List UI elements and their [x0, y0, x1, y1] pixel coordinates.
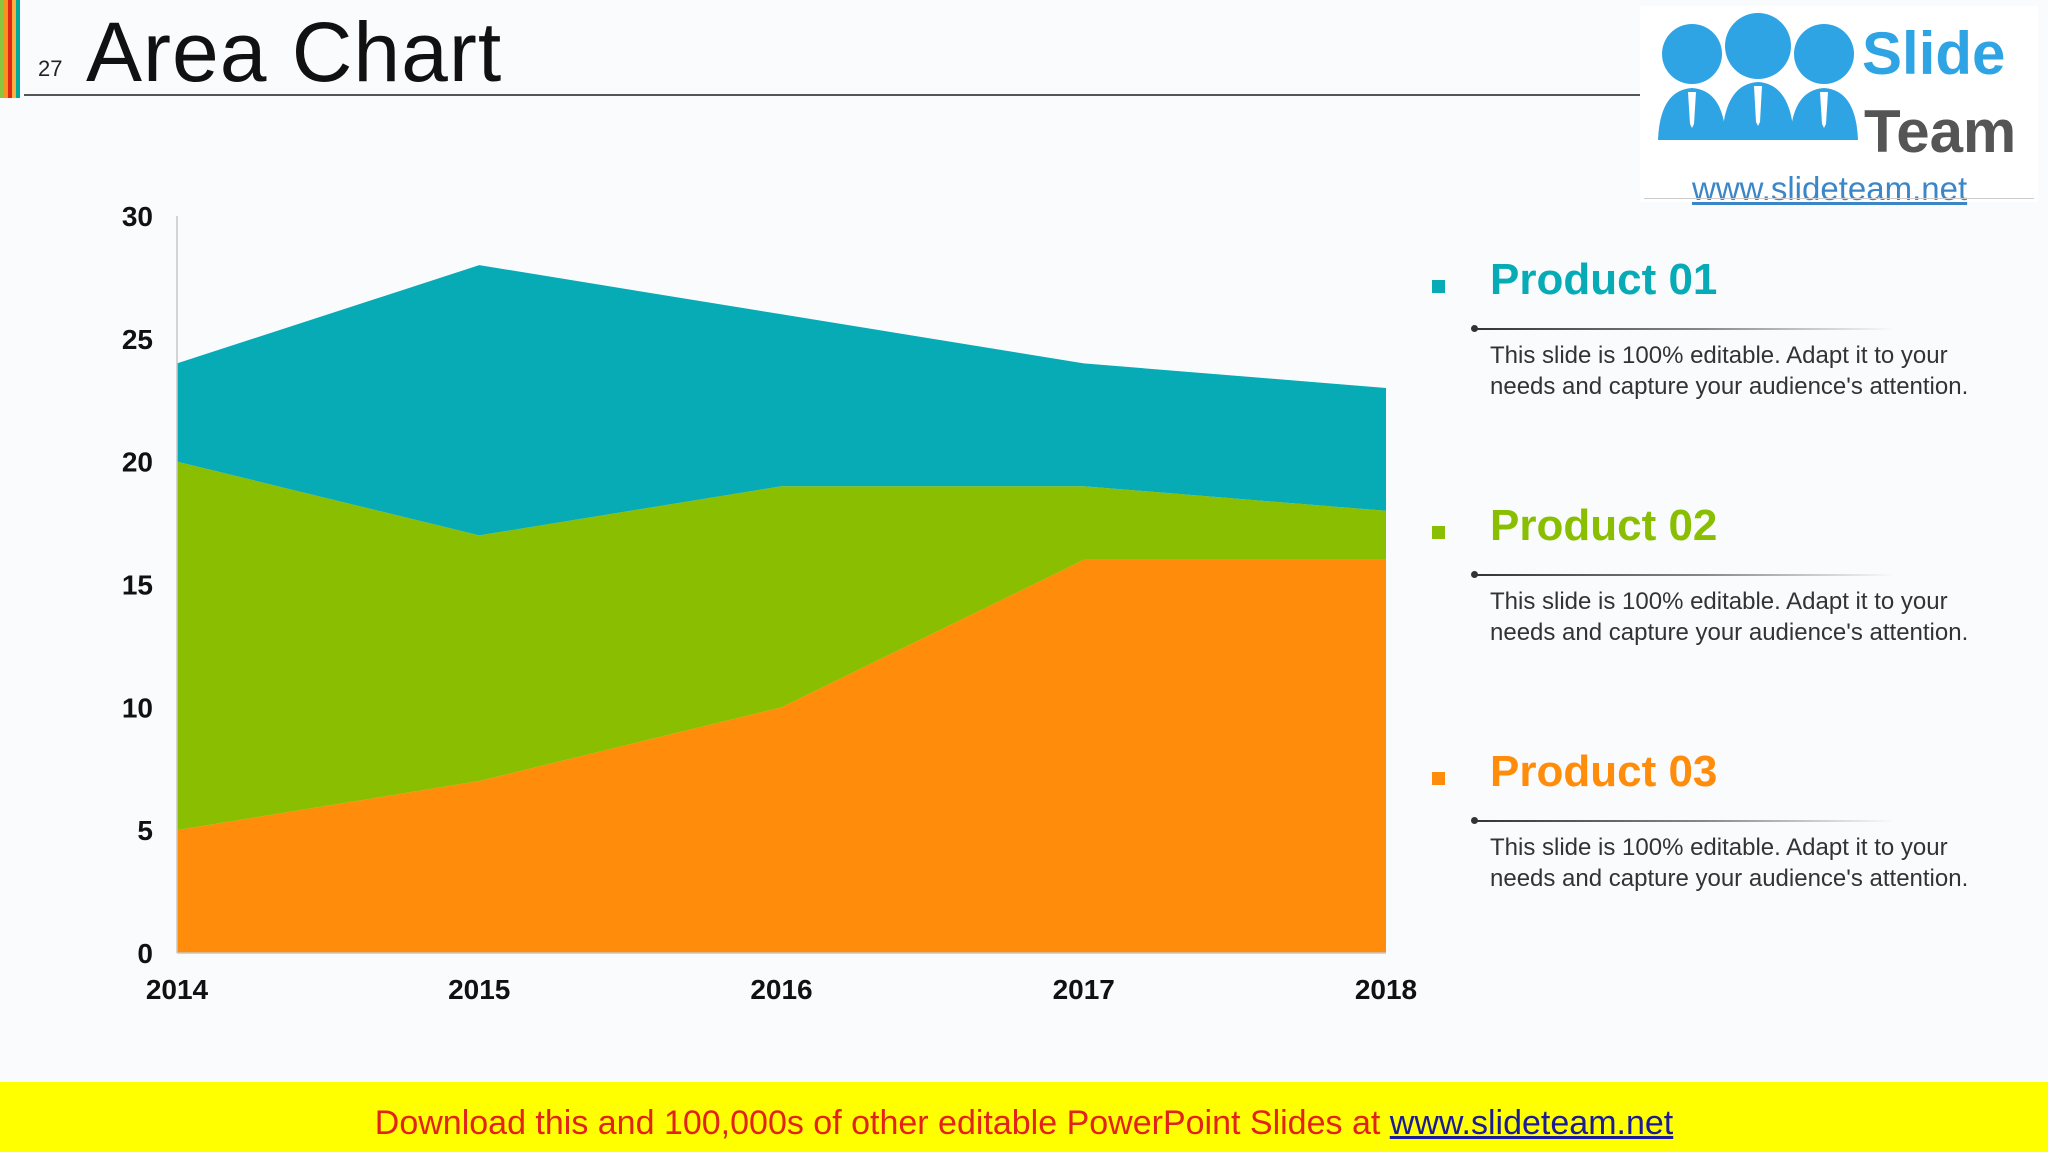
y-tick-label: 30: [122, 201, 153, 232]
legend-marker-icon: [1432, 772, 1445, 785]
x-tick-label: 2014: [146, 974, 209, 1005]
area-chart: 0 5 10 15 20 25 30 2014 2015 2016 2017 2018: [122, 201, 1417, 1005]
y-tick-label: 15: [122, 570, 153, 601]
x-tick-label: 2015: [448, 974, 510, 1005]
slide-number: 27: [38, 56, 63, 81]
download-banner-message: Download this and 100,000s of other edit…: [374, 1104, 1390, 1142]
people-logo-icon: [1658, 13, 1858, 140]
legend-name: Product 02: [1490, 501, 1718, 550]
logo-divider: [1644, 198, 2034, 199]
slide-title: Area Chart: [86, 5, 503, 99]
download-banner: Download this and 100,000s of other edit…: [0, 1082, 2048, 1152]
legend-marker-icon: [1432, 280, 1445, 293]
accent-stripe: [4, 0, 8, 98]
logo-word-slide: Slide: [1862, 20, 2006, 87]
x-tick-label: 2018: [1355, 974, 1417, 1005]
logo-url-link[interactable]: www.slideteam.net: [1692, 170, 1968, 207]
accent-stripe: [16, 0, 20, 98]
logo-figure-right: [1790, 24, 1858, 140]
download-banner-link[interactable]: www.slideteam.net: [1389, 1104, 1674, 1142]
logo-word-team: Team: [1864, 98, 2017, 165]
accent-stripes: [0, 0, 24, 98]
legend-description: This slide is 100% editable. Adapt it to…: [1490, 834, 1969, 892]
legend-name: Product 03: [1490, 747, 1718, 796]
area-series-product-03: [177, 559, 1386, 953]
company-logo[interactable]: Slide Team www.slideteam.net: [1640, 6, 2038, 207]
y-tick-label: 25: [122, 324, 153, 355]
legend-divider: [1471, 571, 1894, 578]
legend-name: Product 01: [1490, 255, 1718, 304]
y-tick-label: 0: [137, 938, 153, 969]
x-tick-label: 2016: [750, 974, 812, 1005]
download-banner-text: Download this and 100,000s of other edit…: [0, 1082, 2048, 1164]
accent-stripe: [8, 0, 12, 98]
accent-stripe: [0, 0, 4, 98]
legend-description: This slide is 100% editable. Adapt it to…: [1490, 342, 1969, 400]
legend-marker-icon: [1432, 526, 1445, 539]
y-axis-ticks: 0 5 10 15 20 25 30: [122, 201, 153, 969]
legend-divider: [1471, 817, 1894, 824]
area-series-product-01: [177, 265, 1386, 536]
title-divider: [24, 94, 1642, 96]
y-tick-label: 20: [122, 447, 153, 478]
y-tick-label: 5: [137, 815, 153, 846]
legend-divider: [1471, 325, 1894, 332]
accent-stripe: [12, 0, 16, 98]
legend-description: This slide is 100% editable. Adapt it to…: [1490, 588, 1969, 646]
x-tick-label: 2017: [1053, 974, 1115, 1005]
y-tick-label: 10: [122, 692, 153, 723]
logo-figure-left: [1658, 24, 1726, 140]
x-axis-ticks: 2014 2015 2016 2017 2018: [146, 974, 1417, 1005]
chart-areas: [177, 265, 1386, 953]
area-series-product-02: [177, 461, 1386, 831]
logo-figure-middle: [1722, 13, 1794, 140]
